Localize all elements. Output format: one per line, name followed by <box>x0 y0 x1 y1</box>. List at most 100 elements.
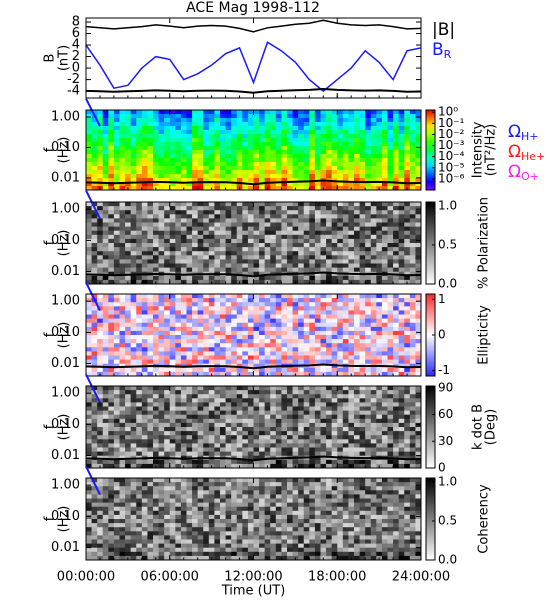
spectrogram-cell <box>281 314 288 319</box>
spectrogram-cell <box>175 371 182 377</box>
spectrogram-cell <box>236 267 243 273</box>
spectrogram-cell <box>409 355 416 360</box>
spectrogram-cell <box>108 259 115 264</box>
spectrogram-cell <box>287 427 293 432</box>
spectrogram-cell <box>197 390 204 395</box>
spectrogram-cell <box>409 162 416 167</box>
spectrogram-cell <box>175 402 182 407</box>
spectrogram-cell <box>275 255 282 260</box>
spectrogram-cell <box>153 222 159 227</box>
spectrogram-cell <box>119 222 126 227</box>
spectrogram-cell <box>409 259 416 264</box>
spectrogram-cell <box>281 263 288 268</box>
spectrogram-cell <box>169 414 176 420</box>
spectrogram-cell <box>180 298 187 303</box>
spectrogram-cell <box>247 451 254 457</box>
legend-name: Ω <box>508 162 521 182</box>
spectrogram-cell <box>281 166 288 171</box>
spectrogram-cell <box>398 263 405 268</box>
spectrogram-cell <box>264 447 271 452</box>
spectrogram-cell <box>298 386 305 391</box>
spectrogram-cell <box>125 142 132 147</box>
spectrogram-cell <box>409 267 416 273</box>
spectrogram-cell <box>309 243 316 248</box>
spectrogram-cell <box>337 243 344 248</box>
spectrogram-cell <box>381 202 388 207</box>
spectrogram-cell <box>203 418 210 424</box>
spectrogram-cell <box>86 451 92 457</box>
spectrogram-cell <box>393 210 400 215</box>
spectrogram-cell <box>365 394 372 399</box>
spectrogram-cell <box>393 170 400 175</box>
spectrogram-cell <box>365 267 372 273</box>
spectrogram-cell <box>370 130 377 135</box>
spectrogram-cell <box>208 138 215 143</box>
spectrogram-cell <box>214 222 221 227</box>
spectrogram-cell <box>264 339 271 344</box>
spectrogram-cell <box>180 459 187 465</box>
y-axis-label: f <box>43 240 58 245</box>
spectrogram-cell <box>130 230 137 236</box>
spectrogram-cell <box>153 439 159 444</box>
spectrogram-cell <box>119 302 126 307</box>
spectrogram-cell <box>275 134 282 139</box>
spectrogram-cell <box>130 451 137 457</box>
spectrogram-cell <box>180 443 187 448</box>
spectrogram-cell <box>398 218 405 223</box>
spectrogram-cell <box>97 222 104 227</box>
spectrogram-cell <box>247 166 254 171</box>
spectrogram-cell <box>381 431 388 436</box>
spectrogram-cell <box>281 134 288 139</box>
spectrogram-cell <box>264 431 271 436</box>
spectrogram-cell <box>253 114 260 119</box>
spectrogram-cell <box>365 410 372 416</box>
spectrogram-cell <box>253 410 260 416</box>
spectrogram-cell <box>113 230 120 236</box>
spectrogram-cell <box>253 275 260 281</box>
spectrogram-cell <box>192 247 199 252</box>
spectrogram-cell <box>348 178 355 183</box>
spectrogram-cell <box>86 463 92 469</box>
spectrogram-cell <box>102 298 109 303</box>
spectrogram-cell <box>326 170 333 175</box>
spectrogram-cell <box>298 298 305 303</box>
spectrogram-cell <box>186 186 193 191</box>
spectrogram-cell <box>354 335 360 340</box>
spectrogram-cell <box>303 142 310 147</box>
spectrogram-cell <box>370 330 377 336</box>
spectrogram-cell <box>130 359 137 365</box>
spectrogram-cell <box>91 170 98 175</box>
spectrogram-cell <box>108 118 115 123</box>
spectrogram-cell <box>376 202 383 207</box>
spectrogram-cell <box>136 406 143 411</box>
spectrogram-cell <box>253 355 260 360</box>
spectrogram-cell <box>169 114 176 119</box>
spectrogram-cell <box>141 339 148 344</box>
spectrogram-cell <box>113 255 120 260</box>
spectrogram-cell <box>97 238 104 244</box>
spectrogram-cell <box>326 114 333 119</box>
spectrogram-cell <box>370 275 377 281</box>
spectrogram-cell <box>141 110 148 115</box>
spectrogram-cell <box>326 154 333 159</box>
spectrogram-cell <box>108 279 115 285</box>
spectrogram-cell <box>180 267 187 273</box>
spectrogram-cell <box>180 339 187 344</box>
spectrogram-cell <box>365 222 372 227</box>
spectrogram-cell <box>180 343 187 348</box>
spectrogram-cell <box>275 166 282 171</box>
spectrogram-cell <box>342 306 349 311</box>
spectrogram-cell <box>415 322 422 328</box>
spectrogram-cell <box>309 182 316 187</box>
spectrogram-cell <box>398 150 405 155</box>
spectrogram-cell <box>242 114 249 119</box>
spectrogram-cell <box>359 418 366 424</box>
spectrogram-cell <box>91 431 98 436</box>
spectrogram-cell <box>309 218 316 223</box>
spectrogram-cell <box>86 166 92 171</box>
spectrogram-cell <box>381 222 388 227</box>
spectrogram-cell <box>275 431 282 436</box>
spectrogram-cell <box>180 275 187 281</box>
spectrogram-cell <box>253 439 260 444</box>
spectrogram-cell <box>247 222 254 227</box>
